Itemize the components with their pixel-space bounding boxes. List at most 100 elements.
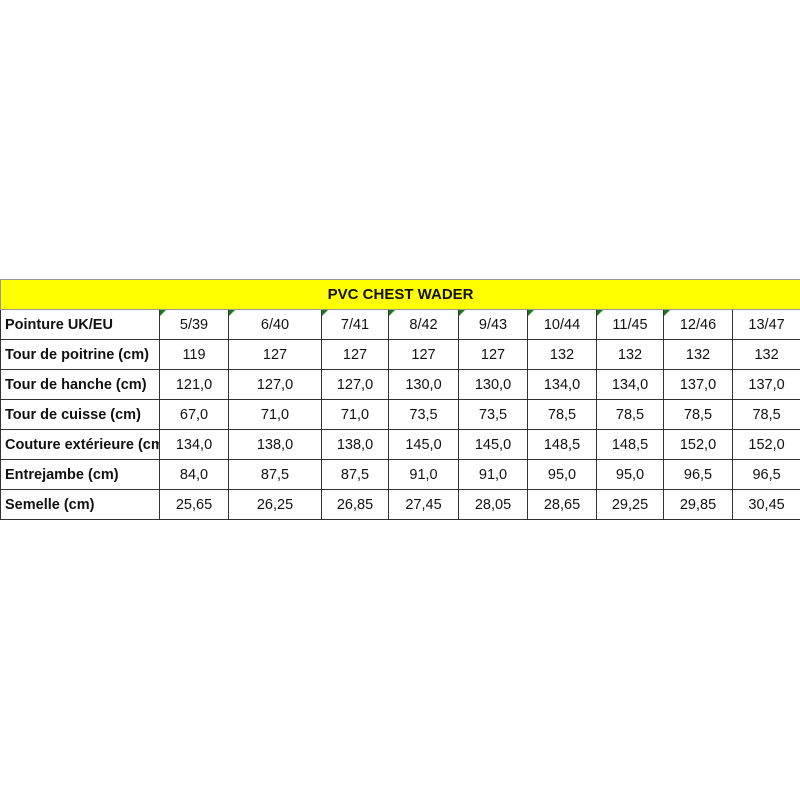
comment-marker-icon	[322, 310, 328, 316]
table-cell: 28,65	[527, 489, 597, 520]
cell-value: 127,0	[256, 376, 294, 393]
comment-marker-icon	[597, 310, 603, 316]
table-cell: 96,5	[731, 459, 800, 490]
table-cell: 26,25	[228, 489, 322, 520]
table-cell: 152,0	[731, 429, 800, 460]
table-cell: 27,45	[388, 489, 459, 520]
cell-value: 145,0	[405, 436, 442, 453]
cell-value: 12/46	[679, 316, 717, 333]
cell-value: 29,85	[679, 496, 717, 513]
table-cell: 11/45	[596, 309, 664, 340]
table-cell: 7/41	[321, 309, 389, 340]
table-cell: 71,0	[321, 399, 389, 430]
cell-value: 71,0	[260, 406, 290, 423]
cell-value: 127	[262, 346, 288, 363]
cell-value: 91,0	[409, 466, 438, 483]
table-cell: 30,45	[731, 489, 800, 520]
cell-value: 127,0	[336, 376, 374, 393]
table-row: Tour de cuisse (cm) 67,0 71,0 71,0 73,5 73,5 7…	[0, 399, 800, 430]
cell-value: 95,0	[615, 466, 645, 483]
comment-marker-icon	[459, 310, 465, 316]
table-row: Tour de poitrine (cm) 119 127 127 127 127 132 1…	[0, 339, 800, 370]
size-chart: PVC CHEST WADER Pointure UK/EU 5/39 6/40 7/…	[0, 279, 800, 520]
cell-value: 78,5	[683, 406, 713, 423]
table-cell: 145,0	[458, 429, 528, 460]
cell-value: 134,0	[175, 436, 213, 453]
table-cell: 84,0	[159, 459, 229, 490]
cell-value: 132	[549, 346, 575, 363]
cell-value: 132	[754, 346, 779, 363]
comment-marker-icon	[160, 310, 166, 316]
table-cell: 138,0	[228, 429, 322, 460]
table-cell: 138,0	[321, 429, 389, 460]
table-cell: 67,0	[159, 399, 229, 430]
cell-value: 127	[480, 346, 506, 363]
cell-value: 137,0	[679, 376, 717, 393]
cell-value: 10/44	[543, 316, 581, 333]
table-cell: 148,5	[596, 429, 664, 460]
cell-value: 6/40	[260, 316, 290, 333]
table-cell: 87,5	[321, 459, 389, 490]
table-cell: 137,0	[731, 369, 800, 400]
cell-value: 5/39	[179, 316, 209, 333]
table-cell: 148,5	[527, 429, 597, 460]
cell-value: 73,5	[478, 406, 508, 423]
cell-value: 11/45	[612, 316, 648, 333]
table-cell: 132	[527, 339, 597, 370]
cell-value: 87,5	[260, 466, 290, 483]
comment-marker-icon	[664, 310, 670, 316]
table-cell: 78,5	[663, 399, 733, 430]
table-cell: 121,0	[159, 369, 229, 400]
table-title: PVC CHEST WADER	[0, 279, 800, 310]
cell-value: 134,0	[543, 376, 581, 393]
cell-value: 73,5	[409, 406, 438, 423]
row-label: Pointure UK/EU	[0, 309, 160, 340]
table-row: Tour de hanche (cm) 121,0 127,0 127,0 130,0 1…	[0, 369, 800, 400]
table-row: Semelle (cm) 25,65 26,25 26,85 27,45 28,05 28,…	[0, 489, 800, 520]
table-cell: 9/43	[458, 309, 528, 340]
row-label: Entrejambe (cm)	[0, 459, 160, 490]
table-cell: 127	[388, 339, 459, 370]
cell-value: 134,0	[611, 376, 649, 393]
table-cell: 6/40	[228, 309, 322, 340]
cell-value: 30,45	[748, 496, 785, 513]
table-cell: 127	[458, 339, 528, 370]
cell-value: 78,5	[615, 406, 645, 423]
table-cell: 127,0	[228, 369, 322, 400]
cell-value: 138,0	[256, 436, 294, 453]
cell-value: 28,65	[543, 496, 581, 513]
size-table: PVC CHEST WADER Pointure UK/EU 5/39 6/40 7/…	[0, 279, 800, 520]
cell-value: 9/43	[478, 316, 508, 333]
table-cell: 87,5	[228, 459, 322, 490]
table-cell: 137,0	[663, 369, 733, 400]
cell-value: 78,5	[547, 406, 577, 423]
cell-value: 96,5	[683, 466, 713, 483]
table-cell: 130,0	[388, 369, 459, 400]
table-cell: 29,85	[663, 489, 733, 520]
table-cell: 95,0	[596, 459, 664, 490]
cell-value: 91,0	[478, 466, 508, 483]
table-cell: 78,5	[731, 399, 800, 430]
cell-value: 137,0	[748, 376, 785, 393]
cell-value: 130,0	[405, 376, 442, 393]
title-row: PVC CHEST WADER	[0, 279, 800, 310]
cell-value: 71,0	[340, 406, 370, 423]
row-label: Couture extérieure (cm)	[0, 429, 160, 460]
cell-value: 8/42	[409, 316, 438, 333]
table-cell: 91,0	[388, 459, 459, 490]
table-cell: 12/46	[663, 309, 733, 340]
row-label: Semelle (cm)	[0, 489, 160, 520]
cell-value: 127	[342, 346, 368, 363]
cell-value: 87,5	[340, 466, 370, 483]
cell-value: 119	[182, 346, 206, 363]
cell-value: 67,0	[179, 406, 209, 423]
table-cell: 127	[321, 339, 389, 370]
cell-value: 26,85	[336, 496, 374, 513]
cell-value: 130,0	[474, 376, 512, 393]
table-cell: 91,0	[458, 459, 528, 490]
cell-value: 152,0	[748, 436, 785, 453]
row-label: Tour de hanche (cm)	[0, 369, 160, 400]
row-label: Tour de poitrine (cm)	[0, 339, 160, 370]
table-row: Entrejambe (cm) 84,0 87,5 87,5 91,0 91,0 95,0 9…	[0, 459, 800, 490]
cell-value: 95,0	[547, 466, 577, 483]
